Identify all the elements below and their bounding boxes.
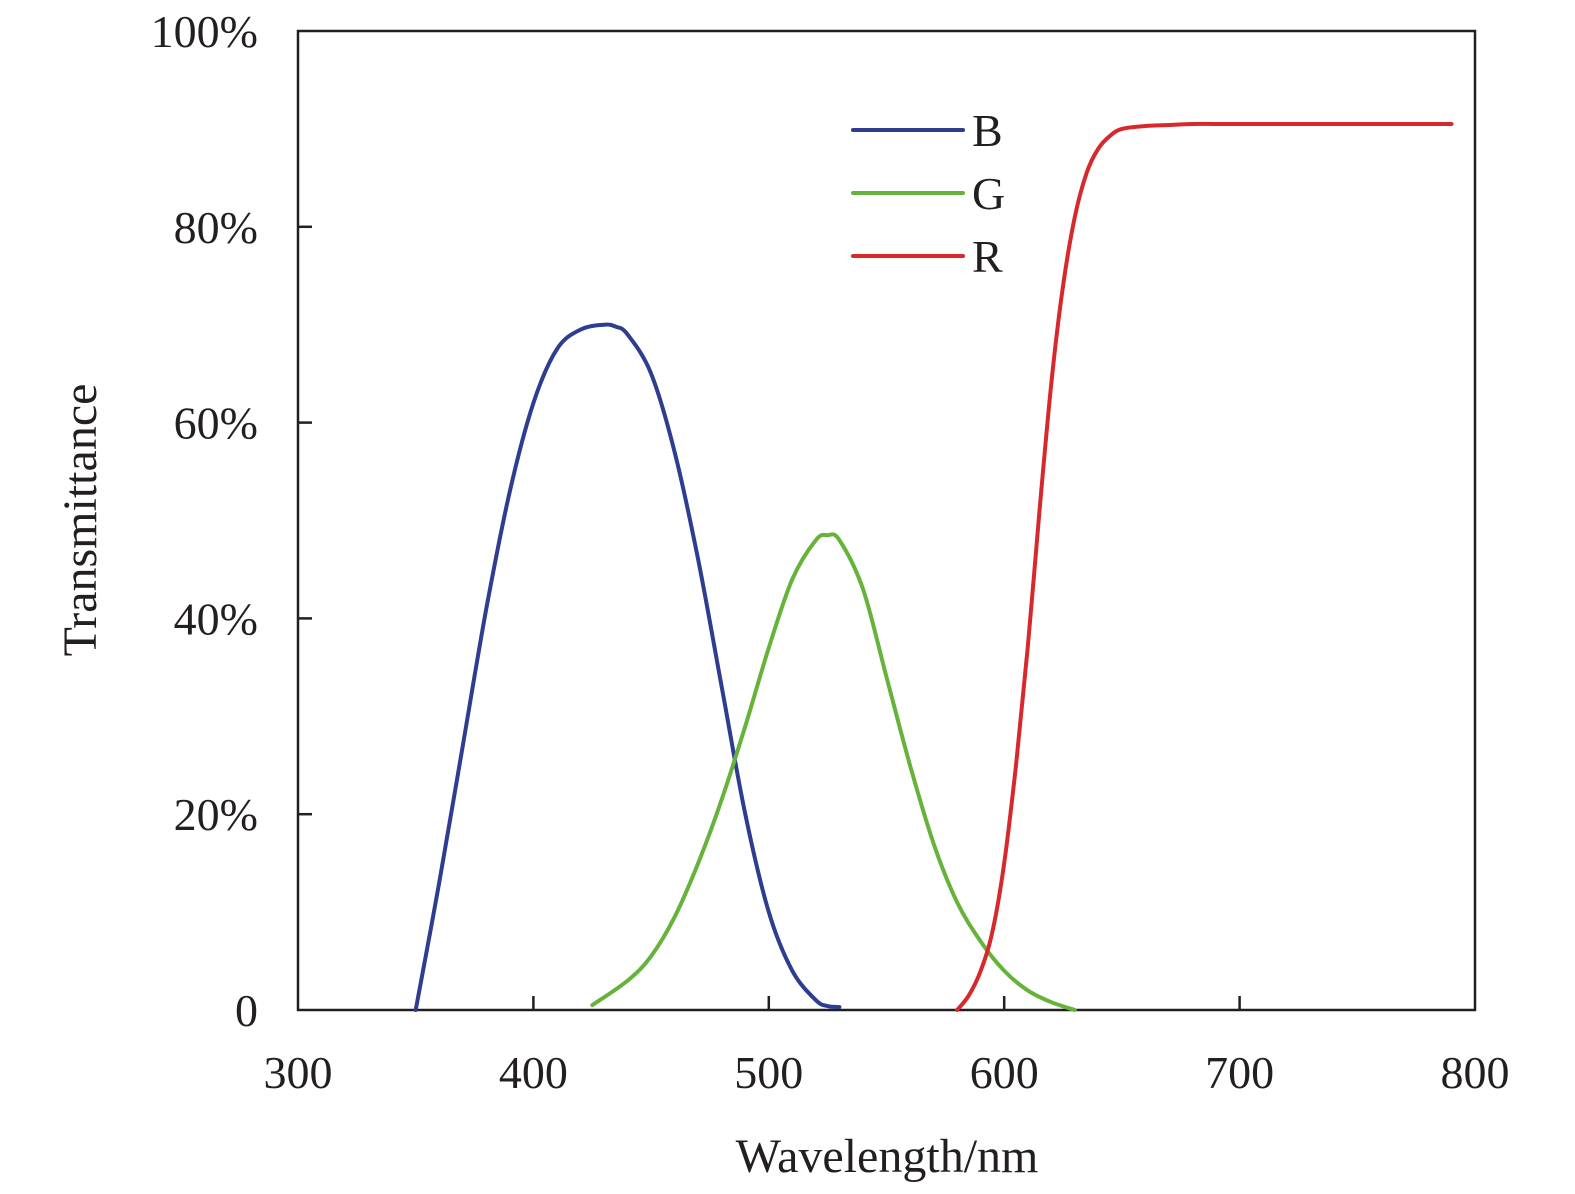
x-tick-label: 600: [970, 1047, 1039, 1098]
plot-frame: [296, 29, 1477, 1012]
legend: BGR: [851, 105, 1005, 282]
series-line-G: [590, 532, 1077, 1012]
x-axis: 300 400 500 600 700 800: [264, 996, 1510, 1098]
y-tick-label: 80%: [174, 202, 258, 253]
x-tick-label: 700: [1205, 1047, 1274, 1098]
y-tick-label: 40%: [174, 593, 258, 644]
x-axis-title: Wavelength/nm: [736, 1130, 1039, 1183]
x-tick-label: 300: [264, 1047, 333, 1098]
series-line-B: [413, 322, 842, 1012]
x-tick-label: 400: [499, 1047, 568, 1098]
y-axis-title: Transmittance: [54, 384, 107, 657]
series-layer: [413, 121, 1454, 1012]
x-tick-label: 500: [734, 1047, 803, 1098]
x-tick-label: 800: [1441, 1047, 1510, 1098]
y-tick-label: 100%: [151, 6, 258, 57]
series-line-R: [955, 121, 1454, 1012]
legend-label-B: B: [972, 105, 1003, 156]
y-tick-label: 0: [235, 985, 258, 1036]
legend-label-G: G: [972, 168, 1005, 219]
y-tick-label: 60%: [174, 398, 258, 449]
plot-border: [296, 29, 1477, 1012]
legend-label-R: R: [972, 231, 1003, 282]
y-tick-label: 20%: [174, 789, 258, 840]
y-axis: 0 20% 40% 60% 80% 100%: [151, 6, 312, 1036]
